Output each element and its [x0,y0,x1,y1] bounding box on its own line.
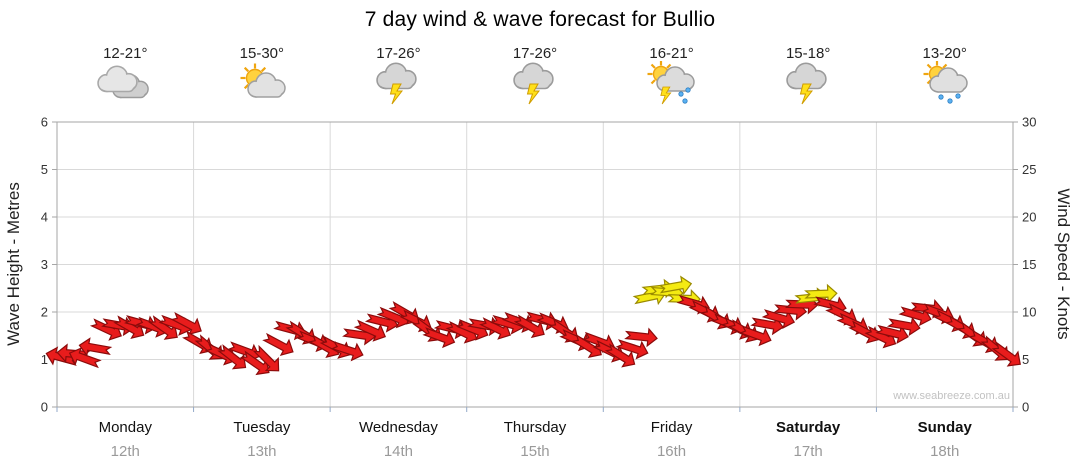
day-label: Tuesday [233,419,291,436]
wind-arrow [148,315,178,340]
date-label: 13th [247,443,277,460]
date-label: 16th [656,443,687,460]
left-axis-label: Wave Height - Metres [4,182,23,346]
left-tick-label: 6 [41,115,48,130]
wind-arrow [604,343,636,368]
day-label: Wednesday [358,419,438,436]
wind-arrow [353,319,387,342]
day-temperature: 15-18° [785,45,831,62]
right-tick-label: 0 [1022,400,1029,415]
right-tick-label: 25 [1022,162,1036,177]
right-axis-label: Wind Speed - Knots [1054,188,1073,340]
wind-arrow [738,325,772,347]
right-tick-label: 30 [1022,115,1036,130]
wind-arrow [513,314,545,339]
wind-arrow [571,333,602,358]
date-label: 18th [930,443,960,460]
day-label: Thursday [503,419,567,436]
wind-arrow [262,332,294,357]
weather-icon-sun-rain [913,60,977,110]
axes: 0 1 2 3 4 5 6 0 5 10 15 20 25 30 [41,115,1037,415]
right-tick-label: 5 [1022,352,1029,367]
wind-arrow [422,327,456,349]
day-label: Friday [650,419,693,436]
right-tick-label: 10 [1022,305,1036,320]
wind-arrow [761,309,796,329]
day-temperature: 12-21° [103,45,148,62]
page-title: 7 day wind & wave forecast for Bullio [364,8,716,31]
date-label: 12th [110,443,140,460]
left-tick-label: 5 [41,162,48,177]
right-tick-label: 15 [1022,257,1036,272]
day-temperature: 17-26° [376,45,421,62]
wind-arrow [991,341,1021,367]
right-tick-label: 20 [1022,210,1036,225]
date-label: 17th [793,443,823,460]
left-tick-label: 4 [41,210,48,225]
weather-icon-storm [366,60,430,110]
wind-arrows [45,275,1021,376]
wind-arrow [875,324,909,345]
day-temperature: 15-30° [239,45,285,62]
weather-icon-storm [776,60,840,110]
gridlines [57,122,1013,407]
wind-arrow [886,316,921,337]
wind-arrow [615,339,649,360]
left-tick-label: 0 [41,400,48,415]
day-temperature: 17-26° [512,45,558,62]
wind-arrow [330,340,364,362]
wind-arrow [78,337,113,357]
weather-icon-partly-cloudy [230,60,294,110]
day-label: Sunday [917,419,972,436]
day-label: Saturday [776,419,841,436]
day-temperature: 13-20° [922,45,967,62]
left-tick-label: 1 [41,352,48,367]
date-label: 14th [383,443,414,460]
weather-icon-cloudy [93,60,157,110]
left-tick-label: 3 [41,257,48,272]
wind-arrow [252,344,280,372]
weather-icon-sun-storm-rain [640,60,704,110]
left-tick-label: 2 [41,305,48,320]
wind-arrow [624,327,658,348]
wind-arrow [239,350,270,376]
weather-icon-storm [503,60,567,110]
day-temperature: 16-21° [649,45,694,62]
watermark: www.seabreeze.com.au [893,390,1010,402]
day-label: Monday [98,419,152,436]
date-label: 15th [520,443,550,460]
wind-arrow [658,275,693,296]
